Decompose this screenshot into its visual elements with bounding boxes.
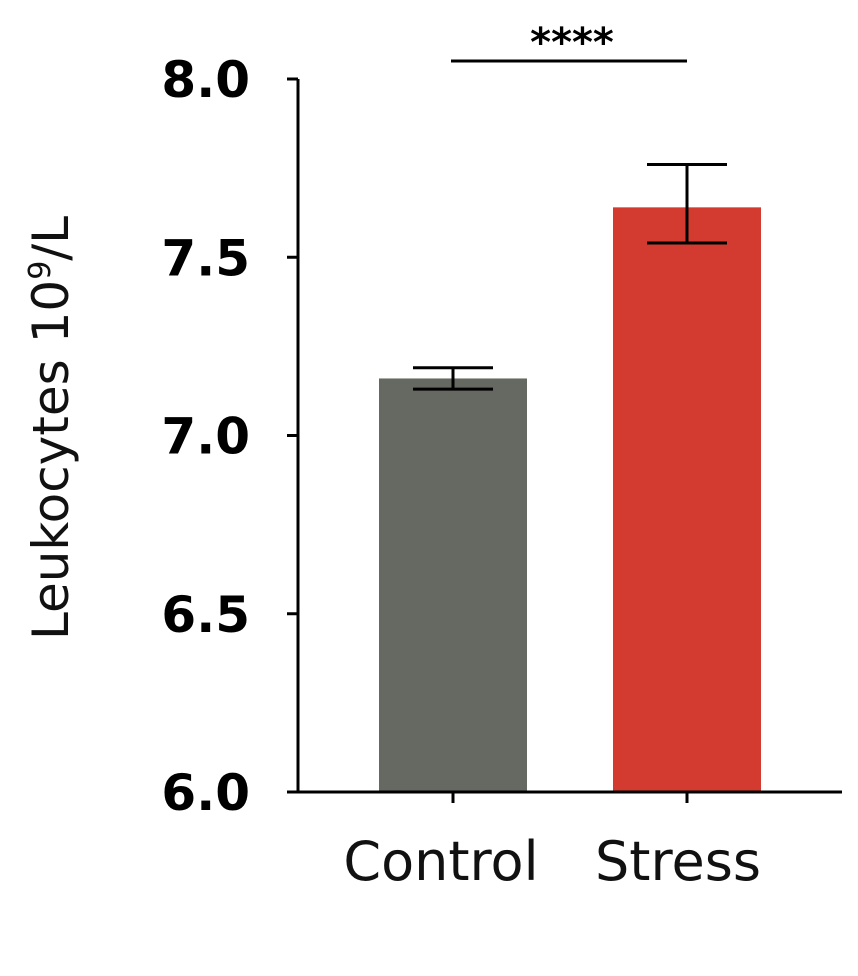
bar-stress xyxy=(613,207,761,793)
error-bars xyxy=(413,163,727,391)
bar-control xyxy=(379,378,527,792)
y-tick-label: 6.5 xyxy=(161,586,250,644)
x-tick-label-control: Control xyxy=(343,830,538,893)
significance-bracket: **** xyxy=(451,20,687,66)
y-tick-label: 7.0 xyxy=(161,408,250,466)
x-tick-label-stress: Stress xyxy=(595,830,761,893)
y-axis-label-superscript: 9 xyxy=(23,261,58,280)
y-tick-label: 7.5 xyxy=(161,229,250,287)
svg-text:Leukocytes 109/L: Leukocytes 109/L xyxy=(22,216,80,640)
y-axis-ticks: 6.0 6.5 7.0 7.5 8.0 xyxy=(161,51,298,822)
y-tick-label: 6.0 xyxy=(161,764,250,822)
significance-label: **** xyxy=(530,20,614,66)
bars xyxy=(379,207,761,793)
y-tick-label: 8.0 xyxy=(161,51,250,109)
axes xyxy=(296,79,842,794)
y-axis-label: Leukocytes 109/L xyxy=(22,216,80,640)
y-axis-label-suffix: /L xyxy=(22,216,80,261)
y-axis-label-main: Leukocytes 10 xyxy=(22,280,80,640)
x-axis-ticks: Control Stress xyxy=(343,792,761,893)
